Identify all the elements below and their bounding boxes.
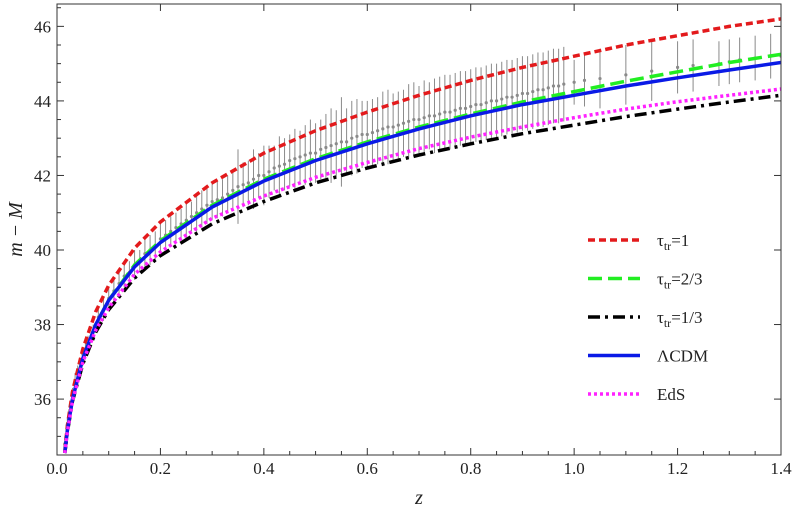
x-tick-label: 0.2 — [150, 459, 171, 478]
data-point — [494, 63, 499, 139]
data-point — [557, 48, 561, 124]
legend-label: EdS — [657, 385, 685, 404]
data-point — [598, 48, 602, 109]
y-tick-label: 46 — [34, 17, 51, 36]
series-line-tau1 — [63, 17, 781, 452]
data-point — [236, 149, 240, 224]
data-point — [226, 175, 230, 213]
data-point — [526, 56, 530, 131]
tick-layer: 0.0 0.2 0.4 0.6 0.8 1.0 1.2 1.4 36 38 40 42 44 46 — [34, 4, 792, 478]
data-point — [479, 67, 483, 142]
series-line-tau13 — [63, 93, 781, 454]
legend-label: ΛCDM — [657, 347, 708, 366]
data-point — [262, 145, 266, 206]
legend-item-lcdm: ΛCDM — [588, 347, 708, 366]
x-tick-label: 0.0 — [46, 459, 67, 478]
x-tick-label: 1.4 — [770, 459, 792, 478]
data-point — [257, 153, 261, 198]
data-point — [376, 97, 380, 165]
y-axis-label: m − M — [5, 201, 27, 257]
data-point — [381, 91, 385, 167]
data-point — [293, 128, 297, 189]
data-point — [334, 110, 338, 178]
data-point — [215, 181, 219, 219]
legend-label: τtr=2/3 — [657, 270, 703, 292]
data-point — [515, 58, 519, 133]
data-point — [582, 54, 587, 107]
y-tick-label: 36 — [34, 390, 51, 409]
data-point — [298, 130, 302, 183]
legend-label: τtr=1/3 — [657, 308, 703, 330]
data-point — [541, 52, 545, 127]
x-tick-label: 1.2 — [667, 459, 688, 478]
curve-layer — [63, 17, 781, 454]
data-point — [412, 82, 416, 157]
data-point — [282, 138, 287, 191]
data-point — [386, 89, 390, 165]
data-point — [205, 186, 209, 224]
data-point — [308, 119, 312, 187]
data-point — [195, 194, 199, 232]
data-point — [350, 100, 354, 176]
data-point — [453, 72, 457, 148]
x-tick-label: 0.6 — [357, 459, 378, 478]
data-point — [474, 67, 478, 142]
data-point — [267, 145, 271, 198]
y-tick-label: 40 — [34, 241, 51, 260]
data-point — [313, 123, 318, 183]
legend-item-tau23: τtr=2/3 — [588, 270, 703, 292]
data-point — [272, 145, 276, 191]
data-point — [174, 212, 178, 243]
data-point — [339, 97, 344, 187]
x-axis-label: z — [414, 487, 423, 509]
data-point — [210, 182, 214, 221]
data-point — [241, 162, 245, 208]
data-point — [691, 39, 695, 92]
data-point — [624, 45, 628, 105]
data-point — [422, 80, 426, 155]
data-point — [220, 179, 225, 217]
data-point — [169, 216, 173, 247]
x-tick-label: 0.8 — [460, 459, 481, 478]
data-point — [546, 50, 550, 126]
data-point — [360, 100, 364, 168]
data-point — [246, 160, 250, 206]
data-point — [231, 171, 235, 209]
data-point — [189, 201, 194, 232]
legend-item-tau1: τtr=1 — [588, 231, 689, 253]
x-tick-label: 0.4 — [253, 459, 275, 478]
x-tick-label: 1.0 — [564, 459, 585, 478]
y-tick-label: 44 — [34, 92, 52, 111]
legend-item-tau13: τtr=1/3 — [588, 308, 703, 330]
data-point — [572, 59, 576, 105]
data-point — [200, 190, 204, 228]
data-point — [536, 52, 540, 127]
y-tick-label: 38 — [34, 316, 51, 335]
legend-item-eds: EdS — [588, 385, 685, 404]
data-point — [407, 84, 411, 159]
y-tick-label: 42 — [34, 166, 51, 185]
data-point — [675, 41, 680, 94]
data-point — [417, 86, 421, 154]
data-point — [324, 113, 328, 182]
data-point — [650, 41, 654, 101]
data-point — [510, 59, 514, 135]
data-point — [329, 108, 333, 183]
data-point — [505, 59, 509, 135]
data-point — [484, 65, 488, 141]
data-point — [355, 99, 359, 174]
legend-label: τtr=1 — [657, 231, 689, 253]
data-point — [463, 71, 468, 146]
series-line-eds — [63, 87, 781, 454]
legend: τtr=1 τtr=2/3 τtr=1/3 ΛCDM EdS — [588, 231, 708, 404]
